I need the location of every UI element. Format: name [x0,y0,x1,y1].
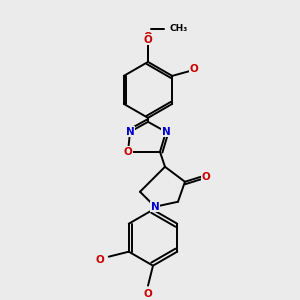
Text: CH₃: CH₃ [170,25,188,34]
Text: O: O [124,147,132,157]
Text: O: O [95,255,104,265]
Text: O: O [190,64,199,74]
Text: O: O [144,32,152,42]
Text: N: N [162,127,170,137]
Text: O: O [202,172,210,182]
Text: O: O [144,35,152,45]
Text: N: N [151,202,159,212]
Text: O: O [144,289,152,298]
Text: N: N [126,127,134,137]
